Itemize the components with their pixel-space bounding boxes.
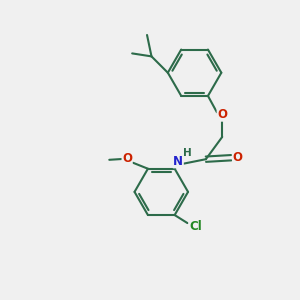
Text: O: O: [217, 108, 227, 121]
Text: O: O: [122, 152, 132, 165]
Text: N: N: [173, 155, 183, 168]
Text: O: O: [233, 151, 243, 164]
Text: Cl: Cl: [189, 220, 202, 233]
Text: H: H: [183, 148, 191, 158]
